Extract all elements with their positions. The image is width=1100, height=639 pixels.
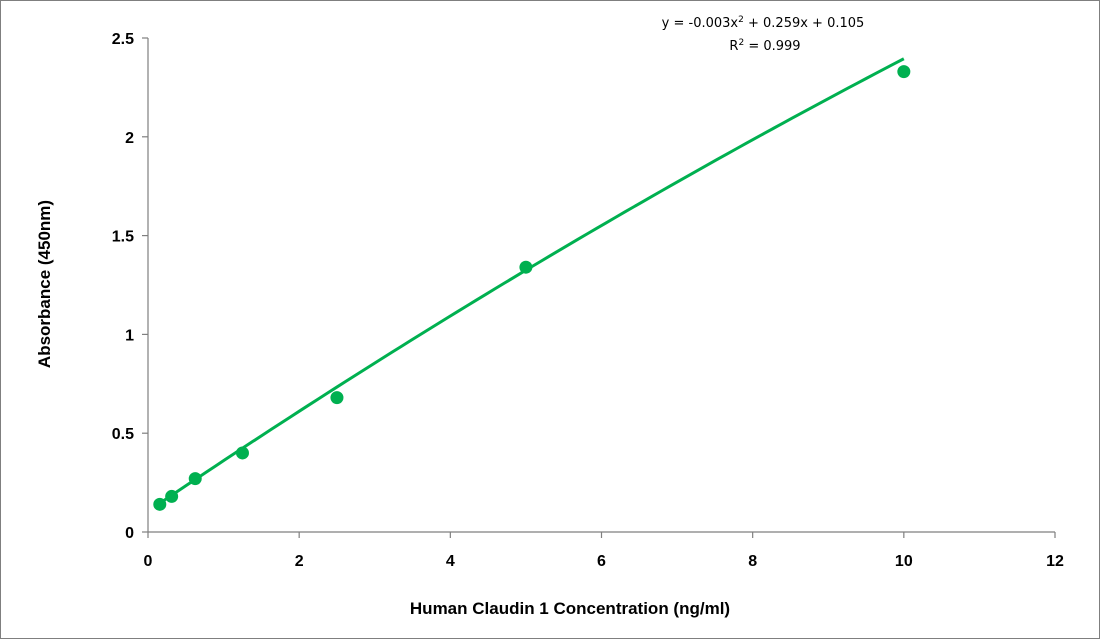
y-tick-label: 0 <box>125 525 134 542</box>
x-tick-label: 12 <box>1046 553 1064 570</box>
data-point <box>897 65 911 79</box>
y-tick-label: 2 <box>125 130 134 147</box>
y-axis-title: Absorbance (450nm) <box>35 200 54 368</box>
r2-prefix: R <box>729 39 738 54</box>
y-tick-label: 1 <box>125 327 134 344</box>
y-tick-label: 2.5 <box>112 31 134 48</box>
x-tick-label: 2 <box>295 553 304 570</box>
data-point <box>188 472 202 486</box>
x-tick-label: 4 <box>446 553 455 570</box>
x-tick-label: 6 <box>597 553 606 570</box>
equation-suffix: + 0.259x + 0.105 <box>744 16 864 31</box>
y-tick-label: 0.5 <box>112 426 134 443</box>
data-points <box>153 65 911 511</box>
x-tick-label: 0 <box>144 553 153 570</box>
r-squared: R2 = 0.999 <box>729 38 800 54</box>
x-axis-title: Human Claudin 1 Concentration (ng/ml) <box>410 599 730 618</box>
data-point <box>519 260 533 274</box>
trend-equation: y = -0.003x2 + 0.259x + 0.105 <box>662 15 865 31</box>
data-point <box>153 497 167 511</box>
data-point <box>165 489 179 503</box>
data-point <box>330 391 344 405</box>
r2-suffix: = 0.999 <box>744 39 800 54</box>
equation-superscript: 2 <box>738 15 744 25</box>
equation-prefix: y = -0.003x <box>662 16 739 31</box>
r2-superscript: 2 <box>738 38 744 48</box>
x-tick-label: 8 <box>748 553 757 570</box>
y-tick-label: 1.5 <box>112 229 134 246</box>
x-tick-label: 10 <box>895 553 913 570</box>
trendline <box>158 57 905 505</box>
axes: 0 2 4 6 8 10 12 0 0.5 1 1.5 2 2.5 <box>112 31 1064 570</box>
trendline-group <box>158 57 905 505</box>
data-point <box>235 446 249 460</box>
